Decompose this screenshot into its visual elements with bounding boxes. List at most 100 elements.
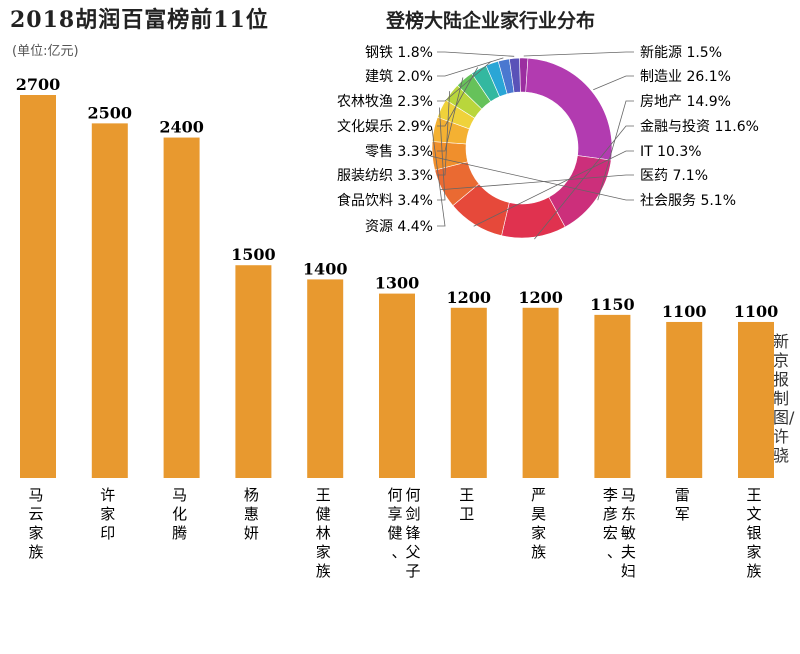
category-label-1: 许家印 <box>100 486 115 542</box>
pie-leader-line-10 <box>437 77 464 152</box>
category-char: 何 <box>405 486 420 504</box>
pie-leader-line-4 <box>473 150 634 227</box>
pie-label-5: 医药 7.1% <box>640 168 708 184</box>
pie-leader-line-2 <box>597 100 634 201</box>
bar-10 <box>738 321 774 478</box>
category-char: 族 <box>316 562 331 580</box>
pie-label-8: 食品饮料 3.4% <box>337 192 433 209</box>
bar-value-label-6: 1200 <box>447 288 492 307</box>
category-char: 卫 <box>459 505 474 523</box>
category-char: 王 <box>316 486 331 504</box>
bar-7 <box>522 307 559 478</box>
category-char: 敏 <box>621 524 636 542</box>
category-char: 银 <box>746 524 761 542</box>
pie-leader-line-1 <box>593 75 634 91</box>
category-char: 健 <box>387 524 402 542</box>
bar-value-label-1: 2500 <box>88 103 133 122</box>
pie-label-4: IT 10.3% <box>640 144 702 160</box>
category-char: 云 <box>28 505 43 523</box>
category-char: 许 <box>100 486 115 504</box>
category-label-6: 王卫 <box>459 486 474 523</box>
bar-value-label-9: 1100 <box>662 302 707 321</box>
category-char: 家 <box>531 524 546 542</box>
category-char: 化 <box>172 505 187 523</box>
pie-label-11: 文化娱乐 2.9% <box>337 119 433 135</box>
category-char: 宏 <box>603 524 618 542</box>
category-char: 军 <box>675 505 690 523</box>
pie-leader-line-14 <box>437 51 515 57</box>
category-char: 王 <box>746 486 761 504</box>
category-char: 彦 <box>603 505 618 523</box>
category-char: 何 <box>387 486 402 504</box>
bar-8 <box>594 314 631 478</box>
pie-label-2: 房地产 14.9% <box>640 94 731 110</box>
category-char: 妍 <box>244 524 259 542</box>
pie-slice-1 <box>525 57 613 161</box>
category-char: 马 <box>621 486 636 504</box>
category-char: 雷 <box>675 486 690 504</box>
pie-label-12: 农林牧渔 2.3% <box>337 94 433 110</box>
category-char: 锋 <box>405 524 420 542</box>
category-char: 东 <box>621 505 636 523</box>
pie-label-6: 社会服务 5.1% <box>640 193 736 209</box>
pie-leader-line-3 <box>534 125 634 240</box>
category-char: 、 <box>607 543 622 561</box>
category-char: 腾 <box>172 524 187 542</box>
pie-label-13: 建筑 2.0% <box>365 69 433 85</box>
pie-leader-line-8 <box>437 107 446 201</box>
bar-value-label-5: 1300 <box>375 274 420 293</box>
bar-9 <box>666 321 703 478</box>
bar-value-label-2: 2400 <box>159 118 204 137</box>
pie-label-9: 服装纺织 3.3% <box>337 168 433 184</box>
pie-leader-line-13 <box>437 57 504 77</box>
bar-6 <box>450 307 487 478</box>
pie-label-10: 零售 3.3% <box>365 144 433 160</box>
category-char: 夫 <box>621 543 636 561</box>
pie-leader-line-9 <box>437 91 451 176</box>
category-char: 族 <box>28 543 43 561</box>
category-label-3: 杨惠妍 <box>244 486 259 542</box>
category-char: 剑 <box>405 505 420 523</box>
pie-chart-title: 登榜大陆企业家行业分布 <box>386 10 596 32</box>
bar-4 <box>307 279 344 478</box>
category-char: 王 <box>459 486 474 504</box>
pie-slice-14 <box>508 57 521 93</box>
bar-value-label-7: 1200 <box>518 288 563 307</box>
pie-leader-line-7 <box>431 128 446 227</box>
category-char: 家 <box>28 524 43 542</box>
category-char: 惠 <box>244 505 259 523</box>
bar-1 <box>91 123 128 479</box>
pie-leader-line-6 <box>430 155 634 201</box>
bar-value-label-10: 1100 <box>734 302 779 321</box>
pie-label-1: 制造业 26.1% <box>640 69 731 85</box>
pie-label-3: 金融与投资 11.6% <box>640 119 759 135</box>
pie-leader-line-5 <box>439 174 634 191</box>
bar-chart-title: 2018胡润百富榜前11位 <box>10 7 269 33</box>
pie-leader-line-11 <box>437 67 479 127</box>
category-char: 林 <box>316 524 331 542</box>
category-char: 健 <box>316 505 331 523</box>
category-char: 马 <box>28 486 43 504</box>
category-char: 印 <box>100 524 115 542</box>
category-label-9: 雷军 <box>675 486 690 523</box>
pie-leader-line-0 <box>523 51 634 57</box>
category-char: 族 <box>531 543 546 561</box>
bar-value-label-0: 2700 <box>16 75 61 94</box>
bar-3 <box>235 265 272 478</box>
category-char: 族 <box>746 562 761 580</box>
category-char: 昊 <box>531 505 546 523</box>
pie-label-14: 钢铁 1.8% <box>365 45 433 61</box>
category-char: 子 <box>405 562 420 580</box>
bar-5 <box>379 293 415 478</box>
category-char: 、 <box>391 543 406 561</box>
bar-value-label-3: 1500 <box>231 245 276 264</box>
category-char: 父 <box>405 543 420 561</box>
pie-leader-line-12 <box>437 60 492 102</box>
category-label-2: 马化腾 <box>172 486 187 542</box>
category-char: 妇 <box>621 562 636 580</box>
